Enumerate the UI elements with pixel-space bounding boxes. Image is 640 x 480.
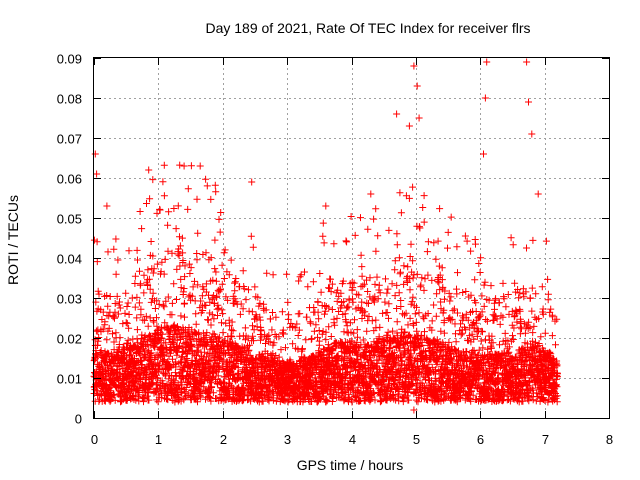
y-tick-label: 0.06 [57,172,82,187]
y-tick-label: 0.07 [57,132,82,147]
y-tick-label: 0.08 [57,92,82,107]
y-tick-label: 0.09 [57,52,82,67]
y-tick-label: 0.05 [57,212,82,227]
y-tick-label: 0 [75,412,82,427]
chart-title: Day 189 of 2021, Rate Of TEC Index for r… [205,20,530,36]
axis-ticks [94,58,610,419]
y-tick-label: 0.01 [57,372,82,387]
x-tick-label: 2 [220,432,227,447]
x-axis-label: GPS time / hours [297,457,404,473]
y-axis-label: ROTI / TECUs [5,195,21,285]
x-tick-label: 8 [606,432,613,447]
x-tick-label: 5 [413,432,420,447]
plot-frame [93,57,610,419]
x-tick-labels: 0 1 2 3 4 5 6 7 8 [91,432,613,447]
x-tick-label: 7 [542,432,549,447]
x-tick-label: 1 [155,432,162,447]
y-tick-label: 0.04 [57,252,82,267]
x-tick-label: 6 [477,432,484,447]
y-tick-labels: 0 0.01 0.02 0.03 0.04 0.05 0.06 0.07 0.08 0.09 [57,52,82,427]
x-tick-label: 3 [284,432,291,447]
x-tick-label: 4 [349,432,356,447]
y-tick-label: 0.02 [57,332,82,347]
x-tick-label: 0 [91,432,98,447]
y-tick-label: 0.03 [57,292,82,307]
